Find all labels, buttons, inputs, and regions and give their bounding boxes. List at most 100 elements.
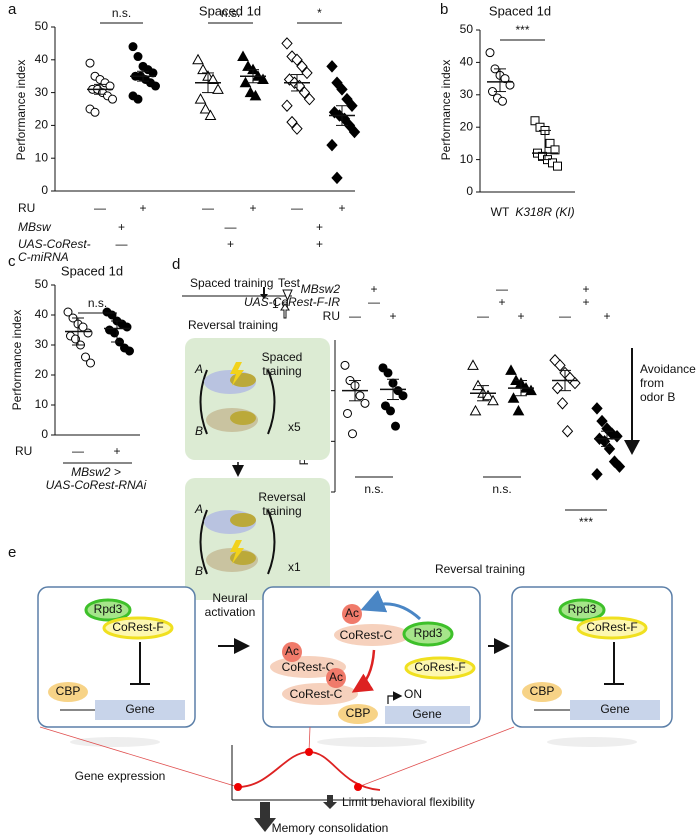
data-point: [512, 404, 525, 416]
y-tick-label: 50: [35, 19, 49, 33]
x-axis-label: MBsw2 >: [71, 465, 121, 479]
data-point: [197, 63, 209, 75]
chart-title: Spaced 1d: [61, 263, 123, 278]
y-tick-label: 0: [466, 184, 473, 198]
data-point: [336, 83, 348, 96]
outcome-label: Memory consolidation: [272, 821, 389, 835]
arrow: [360, 590, 422, 621]
side-note: odor B: [640, 390, 675, 404]
odor-label: B: [195, 424, 203, 438]
protein-label: CoRest-F: [586, 620, 637, 634]
y-tick-label: 30: [35, 337, 49, 351]
y-tick-label: 30: [460, 87, 474, 101]
arrow: [260, 287, 268, 299]
condition-value: +: [249, 201, 256, 215]
gene-label: Gene: [600, 702, 630, 716]
significance-label: n.s.: [112, 6, 131, 20]
condition-value: +: [582, 282, 589, 296]
data-point: [331, 171, 343, 185]
schematic-text: Spaced training: [190, 276, 273, 290]
data-point: [199, 102, 212, 114]
condition-value: —: [116, 237, 128, 251]
condition-label: RU: [15, 444, 32, 458]
y-axis-label: Performance index: [14, 60, 28, 161]
condition-label: UAS-CoRest-: [18, 237, 91, 251]
charts: a Spaced 1d Performance index 0 10 20 30 40 50 n.…: [8, 1, 696, 576]
condition-label: MBsw2: [301, 282, 341, 296]
condition-value: +: [517, 309, 524, 323]
data-point: [360, 398, 370, 408]
x-axis-label: UAS-CoRest-RNAi: [46, 478, 147, 492]
condition-value: —: [477, 309, 489, 323]
shock: [230, 362, 244, 386]
data-point: [553, 161, 562, 171]
shock: [230, 540, 244, 564]
gene-label: Gene: [125, 702, 155, 716]
condition-label: RU: [323, 309, 340, 323]
data-point: [125, 346, 134, 356]
data-point: [204, 109, 217, 121]
data-point: [242, 60, 254, 71]
y-tick-label: 50: [460, 22, 474, 36]
protein: [576, 616, 648, 640]
data-point: [122, 322, 132, 332]
bracket: [267, 369, 276, 435]
arrow-label: activation: [205, 605, 256, 619]
protein: [338, 704, 378, 724]
significance-label: ***: [515, 23, 529, 37]
panel-label: b: [440, 1, 448, 18]
condition-value: —: [72, 444, 84, 458]
schematic: Spaced training Test 1 d Reversal traini…: [182, 276, 330, 600]
y-tick-label: 40: [35, 52, 49, 66]
data-point: [500, 74, 510, 84]
condition-value: +: [389, 309, 396, 323]
data-point: [340, 360, 350, 370]
acetyl-label: Ac: [345, 606, 359, 620]
chart-title: Spaced 1d: [199, 3, 261, 18]
condition-value: +: [316, 220, 323, 234]
data-point: [86, 358, 95, 368]
data-point: [108, 94, 117, 104]
data-point: [556, 397, 569, 410]
data-point: [151, 81, 160, 91]
protein: [84, 598, 132, 622]
condition-value: +: [227, 237, 234, 251]
y-tick-label: 40: [460, 55, 474, 69]
y-tick-label: 0: [41, 427, 48, 441]
condition-value: —: [559, 309, 571, 323]
state-dot: [354, 783, 362, 791]
condition-value: —: [94, 201, 106, 215]
data-point: [343, 119, 356, 132]
data-point: [286, 115, 298, 129]
data-point: [85, 58, 95, 68]
y-tick-label: 30: [35, 85, 49, 99]
data-point: [348, 125, 361, 139]
data-point: [281, 37, 293, 50]
gene-label: Gene: [412, 707, 442, 721]
data-point: [551, 381, 564, 395]
condition-value: +: [582, 295, 589, 309]
side-note: from: [640, 376, 664, 390]
acetyl: [282, 642, 302, 662]
condition-value: +: [338, 201, 345, 215]
acetyl: [342, 604, 362, 624]
data-point: [498, 96, 507, 106]
schematic-text: training: [262, 364, 301, 378]
connector: [308, 726, 311, 753]
y-tick-label: 20: [35, 118, 49, 132]
data-point: [341, 92, 353, 106]
significance-label: ***: [579, 515, 593, 529]
schematic-text: x1: [288, 560, 301, 574]
protein-label: CBP: [530, 684, 555, 698]
gene-box: [385, 706, 470, 724]
data-point: [507, 392, 520, 403]
outcome-label: Limit behavioral flexibility: [342, 795, 475, 809]
acetyl-label: Ac: [329, 670, 343, 684]
protein-label: Rpd3: [94, 602, 123, 616]
data-point: [83, 328, 93, 338]
data-point: [550, 145, 560, 155]
condition-label: UAS-CoRest-F-IR: [244, 295, 340, 309]
data-point: [591, 468, 603, 481]
protein: [334, 624, 410, 646]
